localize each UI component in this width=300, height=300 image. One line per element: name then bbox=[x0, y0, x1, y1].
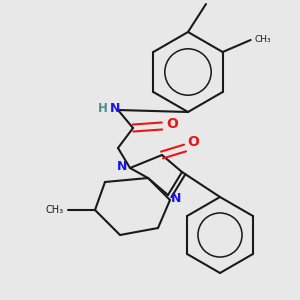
Text: N: N bbox=[110, 101, 120, 115]
Text: CH₃: CH₃ bbox=[255, 35, 271, 44]
Text: CH₃: CH₃ bbox=[46, 205, 64, 215]
Text: N: N bbox=[171, 193, 181, 206]
Text: O: O bbox=[166, 117, 178, 131]
Text: O: O bbox=[187, 135, 199, 149]
Text: H: H bbox=[98, 101, 108, 115]
Text: N: N bbox=[117, 160, 127, 172]
